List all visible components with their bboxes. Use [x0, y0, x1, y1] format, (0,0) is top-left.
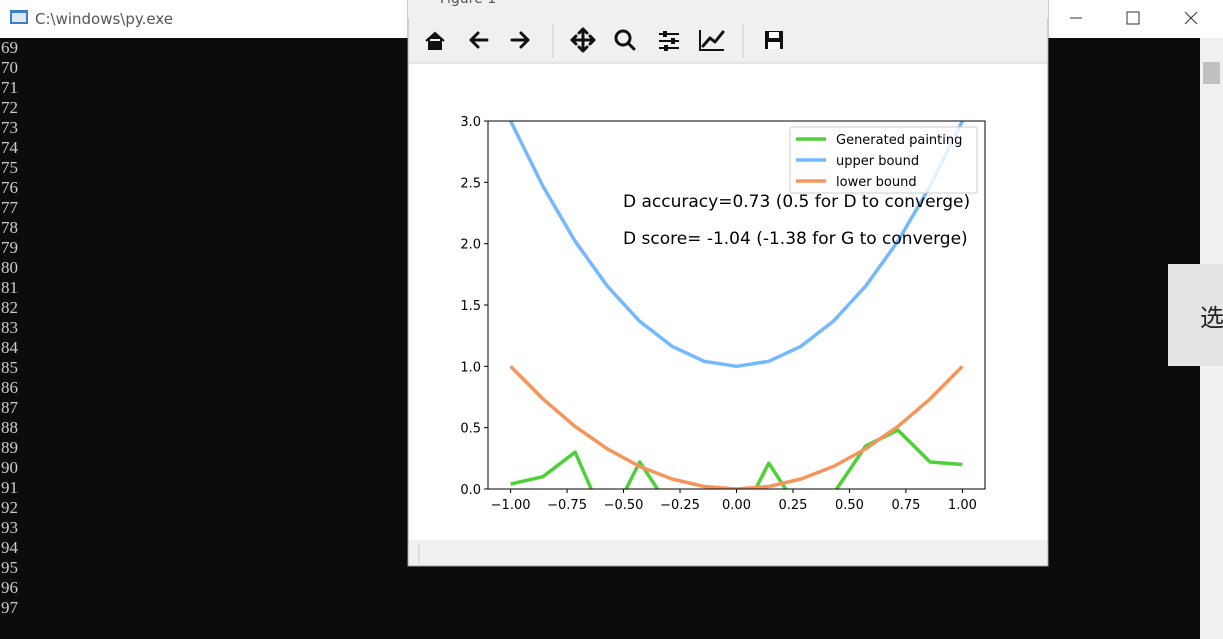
console-line: 71: [1, 78, 18, 97]
legend-label: upper bound: [836, 154, 919, 169]
console-line: 96: [1, 578, 18, 597]
console-line: 83: [1, 318, 18, 337]
x-tick-label: 0.00: [722, 498, 751, 513]
x-tick-label: −0.75: [547, 498, 587, 513]
toolbar: [409, 18, 1047, 63]
console-line: 87: [1, 398, 19, 417]
console-line: 93: [1, 518, 18, 537]
y-tick-label: 1.5: [460, 299, 481, 314]
x-tick-label: −1.00: [491, 498, 531, 513]
x-tick-label: −0.25: [660, 498, 700, 513]
console-line: 86: [1, 378, 18, 397]
y-tick-label: 0.0: [460, 483, 481, 498]
zoom-button[interactable]: [614, 29, 636, 51]
window-controls[interactable]: [1070, 11, 1198, 25]
console-line: 76: [1, 178, 18, 197]
legend-box: [789, 126, 978, 194]
series-line: [509, 365, 964, 489]
plot: −1.00 −0.75 −0.50 −0.25 0.00 0.25 0.50 0.75 1.00…: [460, 115, 986, 513]
side-panel[interactable]: [1168, 264, 1223, 366]
console-line: 91: [1, 478, 18, 497]
console-line: 75: [1, 158, 18, 177]
console-line: 92: [1, 498, 18, 517]
x-tick-label: 0.75: [891, 498, 920, 513]
save-button[interactable]: [765, 31, 783, 49]
configure-button[interactable]: [659, 31, 679, 51]
annotation: D score= -1.04 (-1.38 for G to converge): [623, 229, 968, 249]
x-tick-label: 0.50: [835, 498, 864, 513]
pan-button[interactable]: [570, 27, 596, 53]
edit-axes-button[interactable]: [699, 30, 725, 51]
console-line: 88: [1, 418, 18, 437]
figure-title: Figure 1: [440, 0, 496, 7]
console-output: 6970717273747576777879808182838485868788…: [1, 38, 19, 617]
console-line: 74: [1, 138, 19, 157]
console-line: 78: [1, 218, 18, 237]
console-line: 84: [1, 338, 19, 357]
console-line: 97: [1, 598, 19, 617]
console-line: 89: [1, 438, 18, 457]
console-line: 80: [1, 258, 18, 277]
home-button[interactable]: [425, 31, 445, 50]
figure-window: [407, 0, 1049, 567]
console-icon: [10, 10, 28, 24]
console-line: 82: [1, 298, 18, 317]
console-title: C:\windows\py.exe: [35, 10, 173, 28]
console-line: 95: [1, 558, 18, 577]
status-bar: [409, 540, 1047, 565]
legend-label: Generated painting: [836, 133, 962, 148]
x-tick-label: 1.00: [948, 498, 977, 513]
maximize-button[interactable]: [1126, 11, 1140, 25]
console-line: 90: [1, 458, 18, 477]
x-tick-label: 0.25: [779, 498, 808, 513]
console-line: 69: [1, 38, 18, 57]
y-tick-label: 0.5: [460, 422, 481, 437]
y-tick-label: 2.5: [460, 176, 481, 191]
y-tick-label: 1.0: [460, 360, 481, 375]
console-line: 79: [1, 238, 18, 257]
console-line: 81: [1, 278, 18, 297]
annotation: D accuracy=0.73 (0.5 for D to converge): [623, 192, 970, 212]
series-lines: [509, 121, 964, 489]
console-line: 85: [1, 358, 18, 377]
y-tick-label: 2.0: [460, 238, 481, 253]
console-line: 72: [1, 98, 18, 117]
series-line: [509, 121, 964, 369]
legend-label: lower bound: [836, 175, 917, 190]
forward-button[interactable]: [510, 31, 530, 49]
back-button[interactable]: [469, 31, 489, 49]
console-line: 73: [1, 118, 18, 137]
axes-frame: [487, 120, 986, 490]
console-line: 70: [1, 58, 18, 77]
console-line: 77: [1, 198, 19, 217]
scrollbar-thumb[interactable]: [1203, 62, 1220, 84]
figure-titlebar: [408, 0, 1048, 18]
console-line: 94: [1, 538, 19, 557]
close-button[interactable]: [1184, 11, 1198, 25]
side-panel-text: 选: [1200, 304, 1223, 332]
x-tick-label: −0.50: [604, 498, 644, 513]
legend: Generated painting upper bound lower bound: [789, 126, 978, 194]
y-tick-label: 3.0: [460, 115, 481, 130]
